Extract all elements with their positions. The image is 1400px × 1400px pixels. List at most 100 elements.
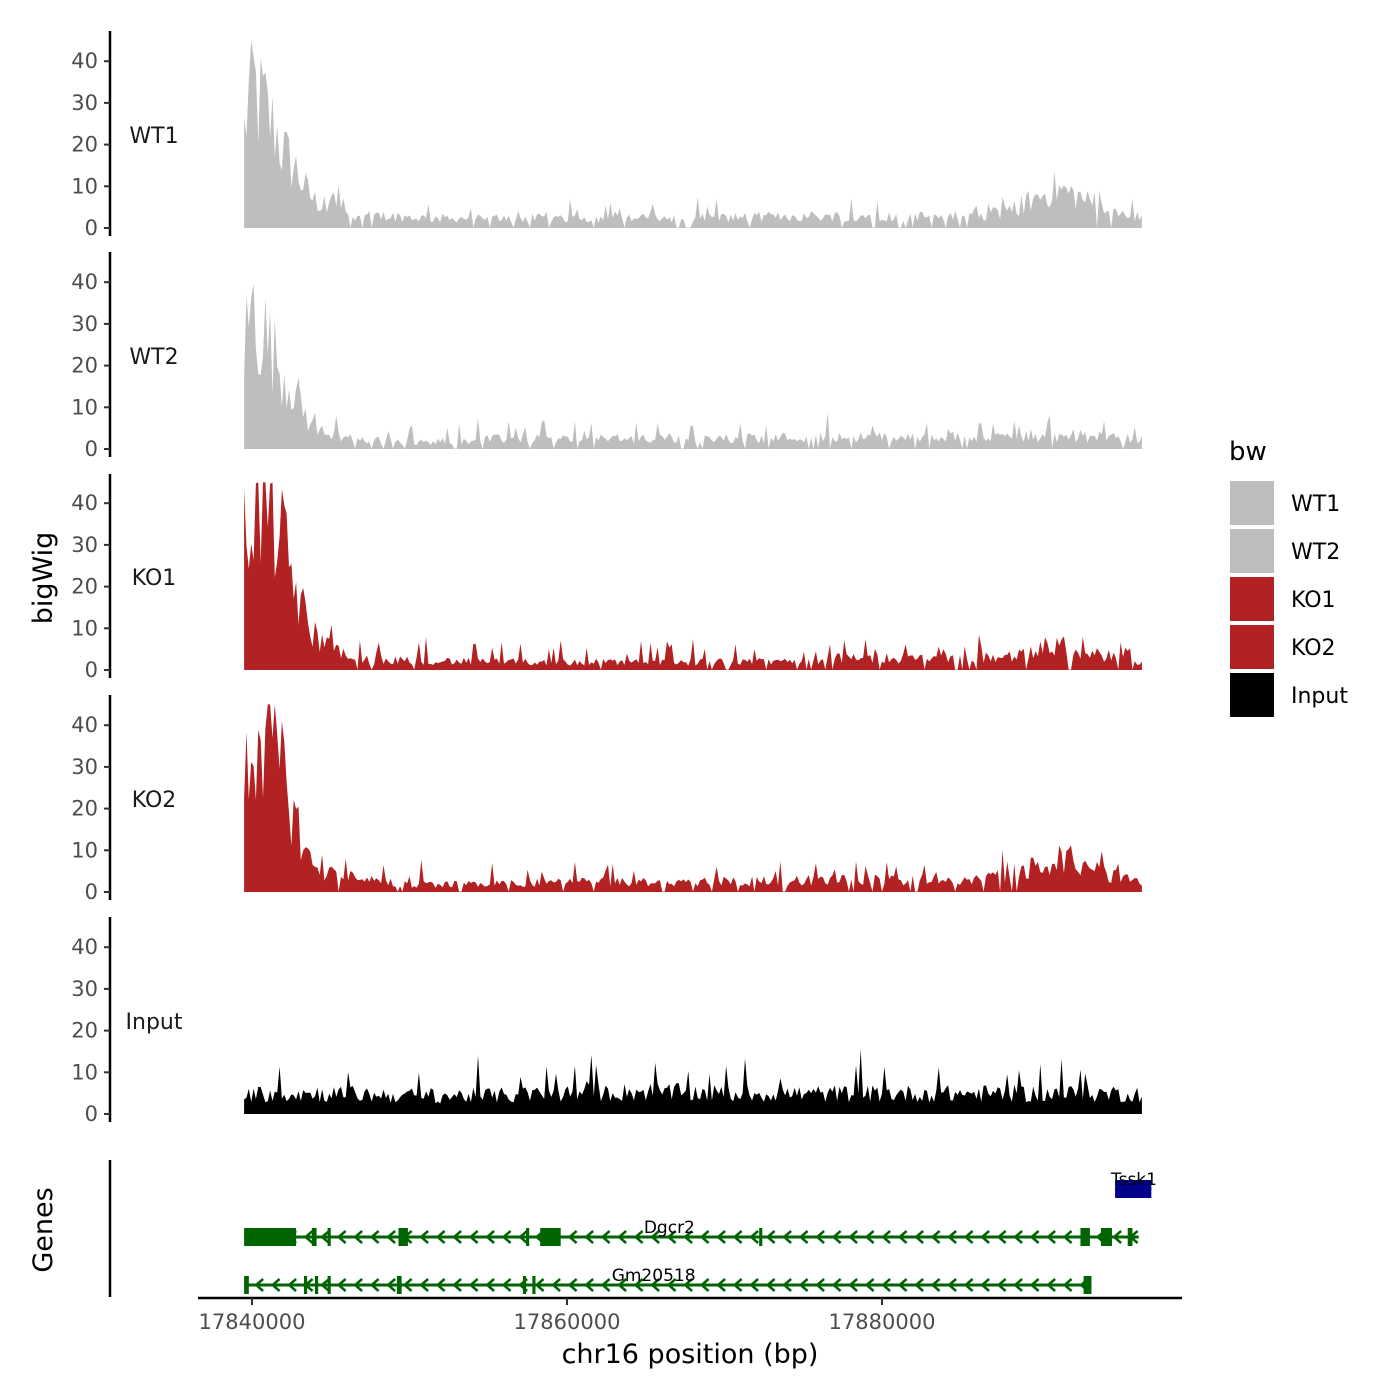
y-tick-label: 40 bbox=[71, 491, 98, 515]
x-tick-label: 17840000 bbox=[199, 1310, 306, 1334]
legend-label: KO2 bbox=[1291, 636, 1336, 661]
legend-swatch bbox=[1230, 529, 1274, 573]
y-tick-label: 30 bbox=[71, 977, 98, 1001]
track-label: KO1 bbox=[132, 566, 177, 591]
y-tick-label: 10 bbox=[71, 395, 98, 419]
strand-arrow bbox=[452, 1278, 462, 1292]
legend-label: WT1 bbox=[1291, 492, 1340, 517]
gene-label: Dgcr2 bbox=[644, 1218, 695, 1238]
strand-arrow bbox=[699, 1278, 710, 1292]
exon-block bbox=[396, 1276, 402, 1294]
strand-arrow bbox=[666, 1230, 677, 1244]
strand-arrow bbox=[1029, 1278, 1040, 1292]
strand-arrow bbox=[353, 1230, 363, 1244]
strand-arrow bbox=[914, 1278, 924, 1292]
legend-item-ko2: KO2 bbox=[1230, 625, 1336, 669]
track-label: WT2 bbox=[129, 345, 178, 370]
x-tick-label: 17860000 bbox=[514, 1310, 621, 1334]
strand-arrow bbox=[815, 1278, 825, 1292]
track-label: WT1 bbox=[129, 124, 178, 149]
strand-arrow bbox=[501, 1278, 512, 1292]
strand-arrow bbox=[633, 1278, 644, 1292]
legend-swatch bbox=[1230, 673, 1274, 717]
strand-arrow bbox=[369, 1230, 380, 1244]
strand-arrow bbox=[501, 1230, 512, 1244]
gene-dgcr2: Dgcr2 bbox=[244, 1218, 1139, 1246]
exon-block bbox=[1083, 1276, 1092, 1294]
exon-block bbox=[1115, 1180, 1152, 1198]
exon-block bbox=[244, 1276, 249, 1294]
gene-track: Tssk1 Dgcr2 Gm20518 bbox=[108, 1160, 1157, 1297]
strand-arrow bbox=[468, 1230, 479, 1244]
strand-arrow bbox=[1029, 1230, 1040, 1244]
strand-arrow bbox=[353, 1278, 363, 1292]
y-tick-label: 0 bbox=[85, 880, 98, 904]
signal-tracks: 0 10 20 30 40 WT1 0 10 20 30 40 WT2 0 10 20 30 40 KO1 0 10 2… bbox=[71, 31, 1142, 1126]
strand-arrow bbox=[749, 1230, 759, 1244]
track-ko2: 0 10 20 30 40 KO2 bbox=[71, 695, 1142, 904]
y-tick-label: 20 bbox=[71, 797, 98, 821]
signal-area-input bbox=[244, 1049, 1142, 1114]
signal-area-wt2 bbox=[244, 283, 1142, 449]
strand-arrow bbox=[864, 1278, 875, 1292]
y-tick-label: 30 bbox=[71, 755, 98, 779]
signal-area-wt1 bbox=[244, 40, 1142, 228]
strand-arrow bbox=[617, 1230, 627, 1244]
legend-swatch bbox=[1230, 625, 1274, 669]
y-tick-label: 40 bbox=[71, 270, 98, 294]
strand-arrow bbox=[782, 1230, 792, 1244]
track-label: Input bbox=[126, 1010, 183, 1035]
strand-arrow bbox=[831, 1230, 842, 1244]
gene-label: Tssk1 bbox=[1110, 1170, 1157, 1190]
strand-arrow bbox=[831, 1278, 842, 1292]
exon-block bbox=[327, 1276, 331, 1294]
y-tick-label: 30 bbox=[71, 312, 98, 336]
y-tick-label: 10 bbox=[71, 616, 98, 640]
legend-item-ko1: KO1 bbox=[1230, 577, 1336, 621]
legend-label: WT2 bbox=[1291, 540, 1340, 565]
strand-arrow bbox=[551, 1278, 561, 1292]
strand-arrow bbox=[732, 1230, 743, 1244]
strand-arrow bbox=[765, 1230, 776, 1244]
strand-arrow bbox=[600, 1278, 611, 1292]
y-tick-label: 0 bbox=[85, 437, 98, 461]
strand-arrow bbox=[1013, 1278, 1023, 1292]
strand-arrow bbox=[386, 1230, 396, 1244]
strand-arrow bbox=[947, 1230, 957, 1244]
signal-area-ko2 bbox=[244, 704, 1142, 892]
legend-item-input: Input bbox=[1230, 673, 1348, 717]
strand-arrow bbox=[963, 1278, 974, 1292]
strand-arrow bbox=[699, 1230, 710, 1244]
legend-item-wt2: WT2 bbox=[1230, 529, 1340, 573]
exon-block bbox=[315, 1276, 319, 1294]
strand-arrow bbox=[947, 1278, 957, 1292]
legend-swatch bbox=[1230, 481, 1274, 525]
exon-block bbox=[522, 1276, 527, 1294]
strand-arrow bbox=[749, 1278, 759, 1292]
strand-arrow bbox=[963, 1230, 974, 1244]
y-tick-label: 40 bbox=[71, 935, 98, 959]
exon-block bbox=[327, 1228, 331, 1246]
legend-item-wt1: WT1 bbox=[1230, 481, 1340, 525]
strand-arrow bbox=[452, 1230, 462, 1244]
x-axis: 17840000 17860000 17880000 bbox=[198, 1296, 1182, 1334]
exon-block bbox=[526, 1228, 530, 1246]
y-tick-label: 20 bbox=[71, 1019, 98, 1043]
strand-arrow bbox=[716, 1278, 726, 1292]
track-input: 0 10 20 30 40 Input bbox=[71, 917, 1142, 1126]
strand-arrow bbox=[584, 1278, 594, 1292]
strand-arrow bbox=[980, 1230, 990, 1244]
track-wt2: 0 10 20 30 40 WT2 bbox=[71, 252, 1142, 461]
exon-block bbox=[1100, 1228, 1112, 1246]
strand-arrow bbox=[930, 1278, 941, 1292]
strand-arrow bbox=[650, 1230, 660, 1244]
gene-tssk1: Tssk1 bbox=[1110, 1170, 1157, 1198]
strand-arrow bbox=[848, 1230, 858, 1244]
y-tick-label: 0 bbox=[85, 658, 98, 682]
strand-arrow bbox=[633, 1230, 644, 1244]
strand-arrow bbox=[815, 1230, 825, 1244]
strand-arrow bbox=[419, 1230, 429, 1244]
strand-arrow bbox=[1062, 1230, 1073, 1244]
exon-block bbox=[398, 1228, 408, 1246]
